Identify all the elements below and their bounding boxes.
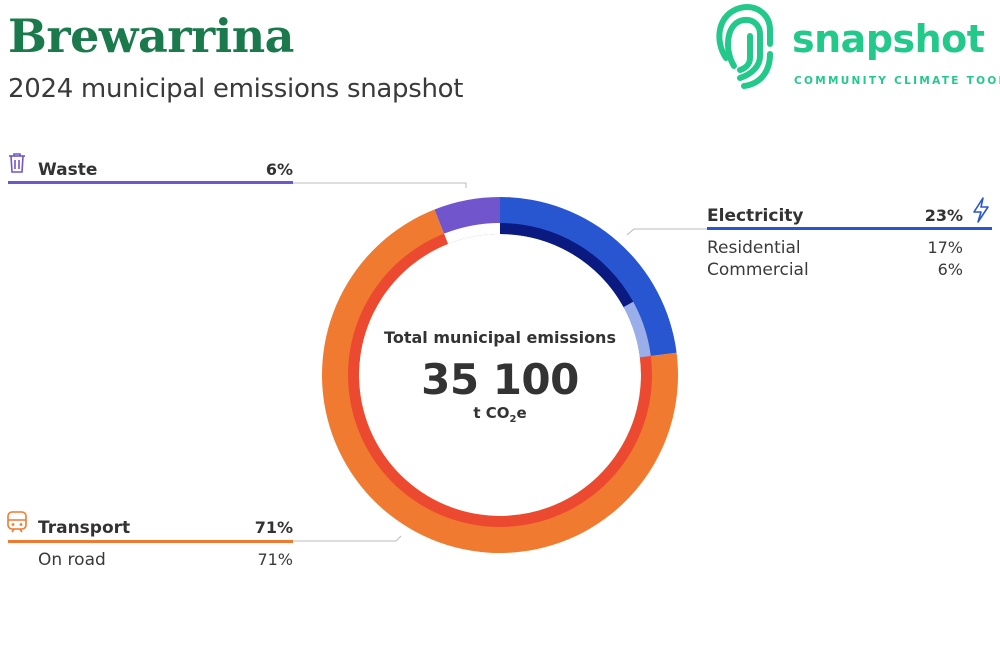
residential-percent: 17% — [927, 238, 963, 257]
train-icon — [7, 511, 27, 533]
page-subtitle: 2024 municipal emissions snapshot — [8, 74, 464, 104]
trash-icon — [9, 153, 25, 173]
transport-label: Transport — [38, 518, 131, 538]
subsector-arc-waste-0 — [444, 223, 500, 244]
leader-lines — [292, 182, 707, 542]
waste-label: Waste — [38, 160, 98, 180]
transport-rule — [8, 540, 293, 543]
waste-percent: 6% — [265, 160, 293, 179]
waste-rule — [8, 181, 293, 184]
commercial-percent: 6% — [937, 260, 963, 279]
electricity-label: Electricity — [707, 206, 804, 226]
snapshot-logo: snapshot COMMUNITY CLIMATE TOOL — [712, 0, 1000, 92]
logo-tagline: COMMUNITY CLIMATE TOOL — [794, 75, 1000, 87]
leader-line-transport — [292, 535, 402, 542]
transport-percent: 71% — [254, 518, 293, 537]
leader-line-electricity — [626, 228, 707, 236]
total-label: Total municipal emissions — [384, 328, 616, 347]
subsector-ring — [348, 223, 653, 527]
total-value: 35 100 — [421, 355, 579, 404]
on-road-label: On road — [38, 550, 106, 570]
on-road-percent: 71% — [257, 550, 293, 569]
lightning-icon — [973, 197, 989, 223]
subsector-arc-commercial — [623, 301, 651, 358]
subsector-arc-residential — [500, 223, 634, 308]
commercial-label: Commercial — [707, 260, 809, 280]
electricity-percent: 23% — [924, 206, 963, 225]
fingerprint-logo-icon — [716, 4, 773, 89]
logo-wordmark: snapshot — [792, 17, 985, 61]
total-unit: t CO2e — [473, 404, 527, 425]
page-title: Brewarrina — [8, 9, 294, 63]
electricity-rule — [707, 227, 992, 230]
residential-label: Residential — [707, 238, 801, 258]
leader-line-waste — [292, 182, 467, 188]
